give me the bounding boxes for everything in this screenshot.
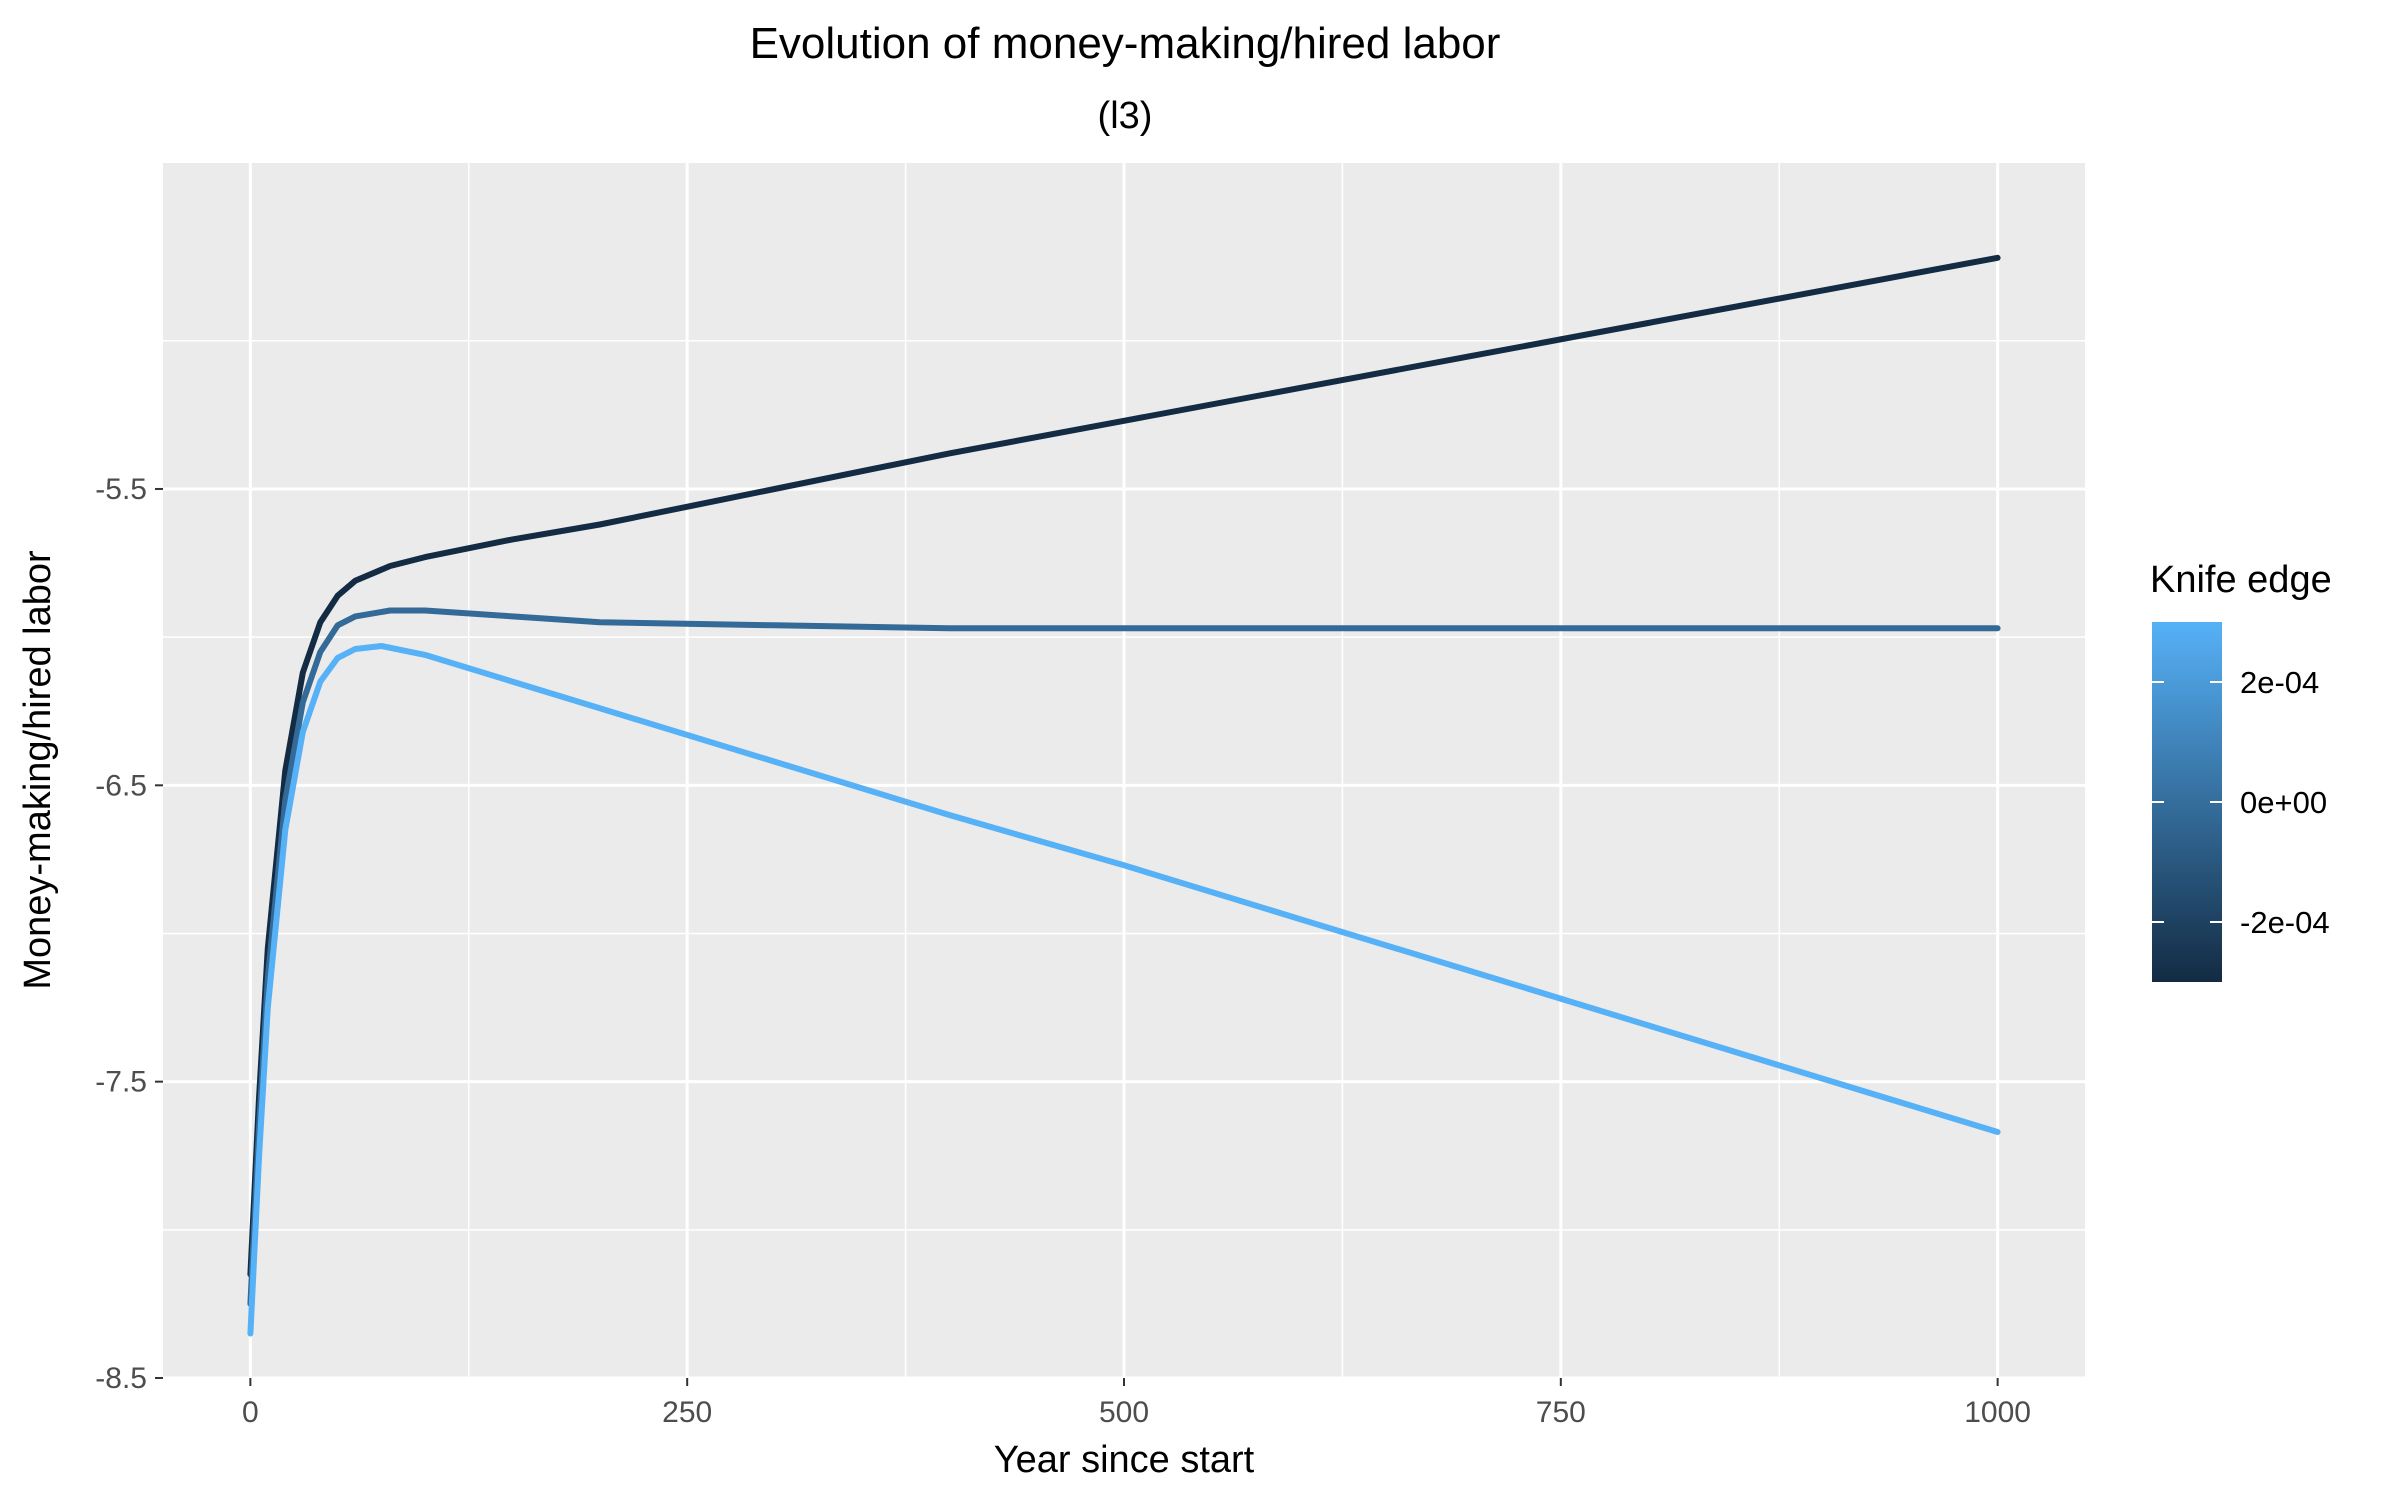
legend: Knife edge 2e-04 0e+00 -2e-04: [2150, 559, 2332, 982]
y-tick-label: -7.5: [95, 1066, 147, 1099]
x-tick-label: 0: [242, 1396, 259, 1429]
series-line-2: [247, 643, 2001, 1337]
legend-tick-label: -2e-04: [2240, 905, 2330, 940]
y-axis: -8.5 -7.5 -6.5 -5.5: [95, 473, 163, 1395]
x-tick-label: 1000: [1964, 1396, 2031, 1429]
legend-tick-label: 0e+00: [2240, 785, 2327, 820]
y-tick-label: -5.5: [95, 473, 147, 506]
chart-subtitle: (l3): [1098, 95, 1153, 137]
x-tick-label: 750: [1536, 1396, 1586, 1429]
x-axis-title: Year since start: [994, 1439, 1255, 1481]
y-tick-label: -6.5: [95, 769, 147, 802]
series-layer: [247, 254, 2001, 1337]
legend-title: Knife edge: [2150, 559, 2332, 601]
legend-ticks: 2e-04 0e+00 -2e-04: [2152, 665, 2330, 940]
series-line-0: [247, 254, 2001, 1278]
legend-tick-label: 2e-04: [2240, 665, 2319, 700]
y-axis-title: Money-making/hired labor: [17, 550, 59, 990]
chart-title: Evolution of money-making/hired labor: [750, 19, 1501, 68]
series-line-1: [247, 607, 2001, 1307]
x-tick-label: 250: [662, 1396, 712, 1429]
x-tick-label: 500: [1099, 1396, 1149, 1429]
x-axis: 0 250 500 750 1000: [242, 1378, 2031, 1429]
y-tick-label: -8.5: [95, 1362, 147, 1395]
